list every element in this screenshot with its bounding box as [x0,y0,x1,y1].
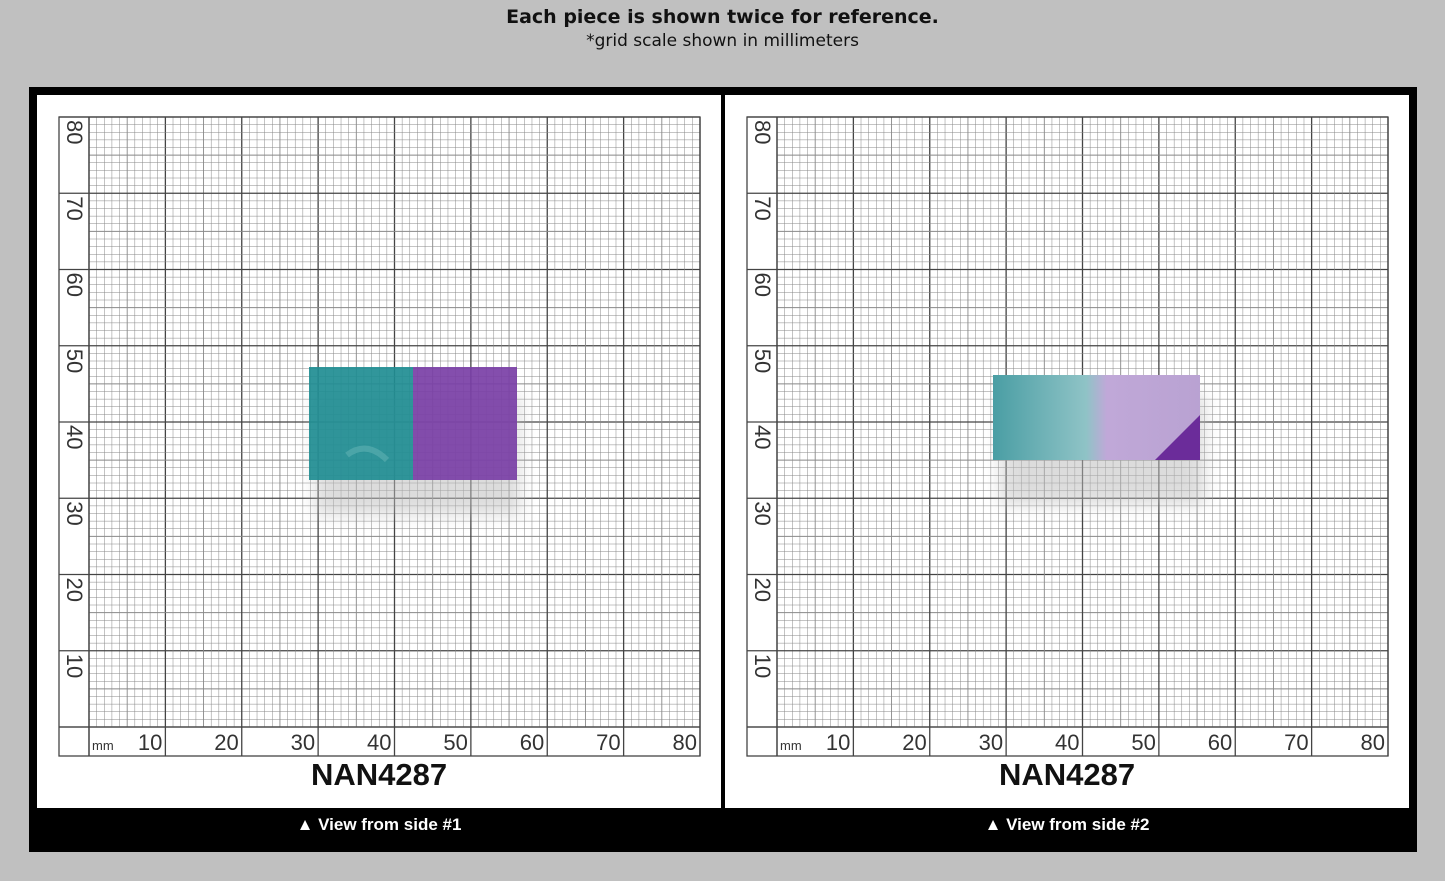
x-scale-label: 30 [291,730,315,755]
x-scale-label: 20 [214,730,238,755]
x-scale-label: 50 [443,730,467,755]
caption: ▲ View from side #1 [296,815,462,834]
x-scale-label: 40 [1055,730,1079,755]
y-scale-label: 70 [62,196,87,220]
y-scale-label: 30 [750,501,775,525]
specimen [993,375,1205,505]
image-frame: mm 10 20 30 40 50 60 70 80 80 70 60 50 40 30 20 10 NAN42… [29,87,1417,852]
y-scale-label: 40 [750,425,775,449]
grid: mm 10 20 30 40 50 60 70 80 80 70 60 50 40 30 20 10 [58,116,701,757]
y-scale-label: 30 [62,501,87,525]
y-scale-label: 50 [62,349,87,373]
x-scale-label: 60 [520,730,544,755]
header-subtitle: *grid scale shown in millimeters [586,31,859,51]
x-scale-label: 30 [979,730,1003,755]
grid-photo: mm 10 20 30 40 50 60 70 80 80 70 60 50 40 30 20 10 NAN42… [746,116,1389,792]
y-scale-label: 10 [750,654,775,678]
y-scale-label: 10 [62,654,87,678]
y-scale-label: 70 [750,196,775,220]
x-scale-label: 80 [673,730,697,755]
unit-label: mm [780,738,802,753]
y-scale-label: 50 [750,349,775,373]
x-scale-label: 60 [1208,730,1232,755]
unit-label: mm [92,738,114,753]
y-scale-label: 60 [62,273,87,297]
y-scale-label: 80 [750,120,775,144]
grid-photo: mm 10 20 30 40 50 60 70 80 80 70 60 50 40 30 20 10 NAN42… [58,116,701,792]
x-scale-label: 20 [902,730,926,755]
x-scale-label: 10 [138,730,162,755]
y-scale-label: 20 [750,578,775,602]
y-scale-label: 60 [750,273,775,297]
specimen [309,367,520,515]
x-scale-label: 10 [826,730,850,755]
product-code: NAN4287 [311,757,447,792]
photo-panel: mm 10 20 30 40 50 60 70 80 80 70 60 50 40 30 20 10 NAN42… [725,95,1409,808]
header-title: Each piece is shown twice for reference. [506,6,939,28]
product-code: NAN4287 [999,757,1135,792]
x-scale-label: 50 [1131,730,1155,755]
photo-panel: mm 10 20 30 40 50 60 70 80 80 70 60 50 40 30 20 10 NAN42… [37,95,721,808]
y-scale-label: 80 [62,120,87,144]
x-scale-label: 80 [1361,730,1385,755]
y-scale-label: 20 [62,578,87,602]
grid-border [58,116,701,757]
x-scale-label: 40 [367,730,391,755]
grid-border [746,116,1389,757]
y-scale-label: 40 [62,425,87,449]
x-scale-label: 70 [1284,730,1308,755]
caption: ▲ View from side #2 [984,815,1150,834]
x-scale-label: 70 [596,730,620,755]
